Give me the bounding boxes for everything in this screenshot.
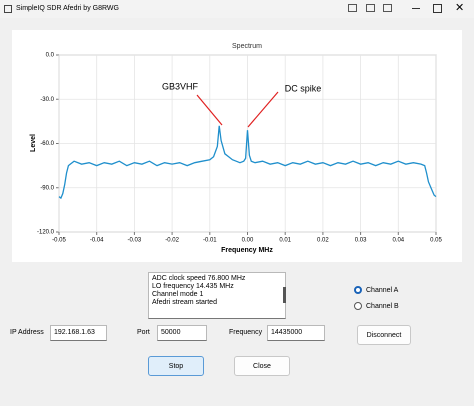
toolbar-icon[interactable]: [348, 4, 357, 12]
app-icon: [4, 5, 12, 13]
scrollbar: [283, 287, 286, 303]
radio-label: Channel B: [366, 303, 399, 310]
y-tick-label: -120.0: [37, 230, 55, 236]
y-tick-label: 0.0: [46, 53, 55, 59]
ip-label: IP Address: [10, 329, 44, 336]
annotation-arrow: [196, 94, 223, 126]
chart-title: Spectrum: [232, 43, 262, 50]
x-tick-label: -0.05: [52, 238, 66, 244]
x-tick-label: 0.05: [430, 238, 442, 244]
y-tick-label: -30.0: [40, 97, 54, 103]
frequency-input[interactable]: 14435000: [267, 325, 325, 341]
close-window-button[interactable]: ✕: [455, 2, 465, 14]
disconnect-button[interactable]: Disconnect: [357, 325, 411, 345]
maximize-button[interactable]: [433, 4, 442, 13]
spectrum-line: [58, 125, 437, 200]
toolbar-icon[interactable]: [383, 4, 392, 12]
x-tick-label: 0.02: [317, 238, 329, 244]
x-tick-label: 0.03: [355, 238, 367, 244]
radio-button[interactable]: [354, 286, 362, 294]
annotation: GB3VHF: [162, 81, 199, 91]
log-line: ADC clock speed 76.800 MHz: [152, 275, 246, 282]
port-input[interactable]: 50000: [157, 325, 207, 341]
log-line: Afedri stream started: [152, 299, 217, 306]
log-line: LO frequency 14.435 MHz: [152, 283, 234, 290]
y-tick-label: -60.0: [40, 141, 54, 147]
x-tick-label: -0.03: [128, 238, 142, 244]
y-axis-label: Level: [30, 134, 37, 152]
x-tick-label: 0.04: [392, 238, 404, 244]
stop-button[interactable]: Stop: [148, 356, 204, 376]
radio-button[interactable]: [354, 302, 362, 310]
x-tick-label: 0.00: [242, 238, 254, 244]
title-bar: SimpleIQ SDR Afedri by G8RWG ✕: [0, 0, 474, 18]
port-label: Port: [137, 329, 150, 336]
minimize-button[interactable]: [412, 8, 420, 9]
toolbar-icon[interactable]: [366, 4, 375, 12]
annotation: DC spike: [285, 83, 322, 93]
y-tick-label: -90.0: [40, 185, 54, 191]
radio-label: Channel A: [366, 287, 399, 294]
frequency-label: Frequency: [229, 329, 263, 336]
log-box[interactable]: ADC clock speed 76.800 MHz LO frequency 1…: [148, 272, 286, 319]
x-axis-label: Frequency MHz: [221, 247, 273, 254]
log-line: Channel mode 1: [152, 291, 204, 298]
x-tick-label: 0.01: [279, 238, 291, 244]
chart: Spectrum Frequency MHz Level 0.0 -30.0 -60…: [12, 30, 462, 262]
annotation-arrow: [247, 91, 279, 128]
x-tick-label: -0.01: [203, 238, 217, 244]
x-tick-label: -0.04: [90, 238, 104, 244]
ip-input[interactable]: 192.168.1.63: [50, 325, 107, 341]
x-tick-label: -0.02: [165, 238, 179, 244]
window-title: SimpleIQ SDR Afedri by G8RWG: [16, 5, 119, 12]
close-button[interactable]: Close: [234, 356, 290, 376]
